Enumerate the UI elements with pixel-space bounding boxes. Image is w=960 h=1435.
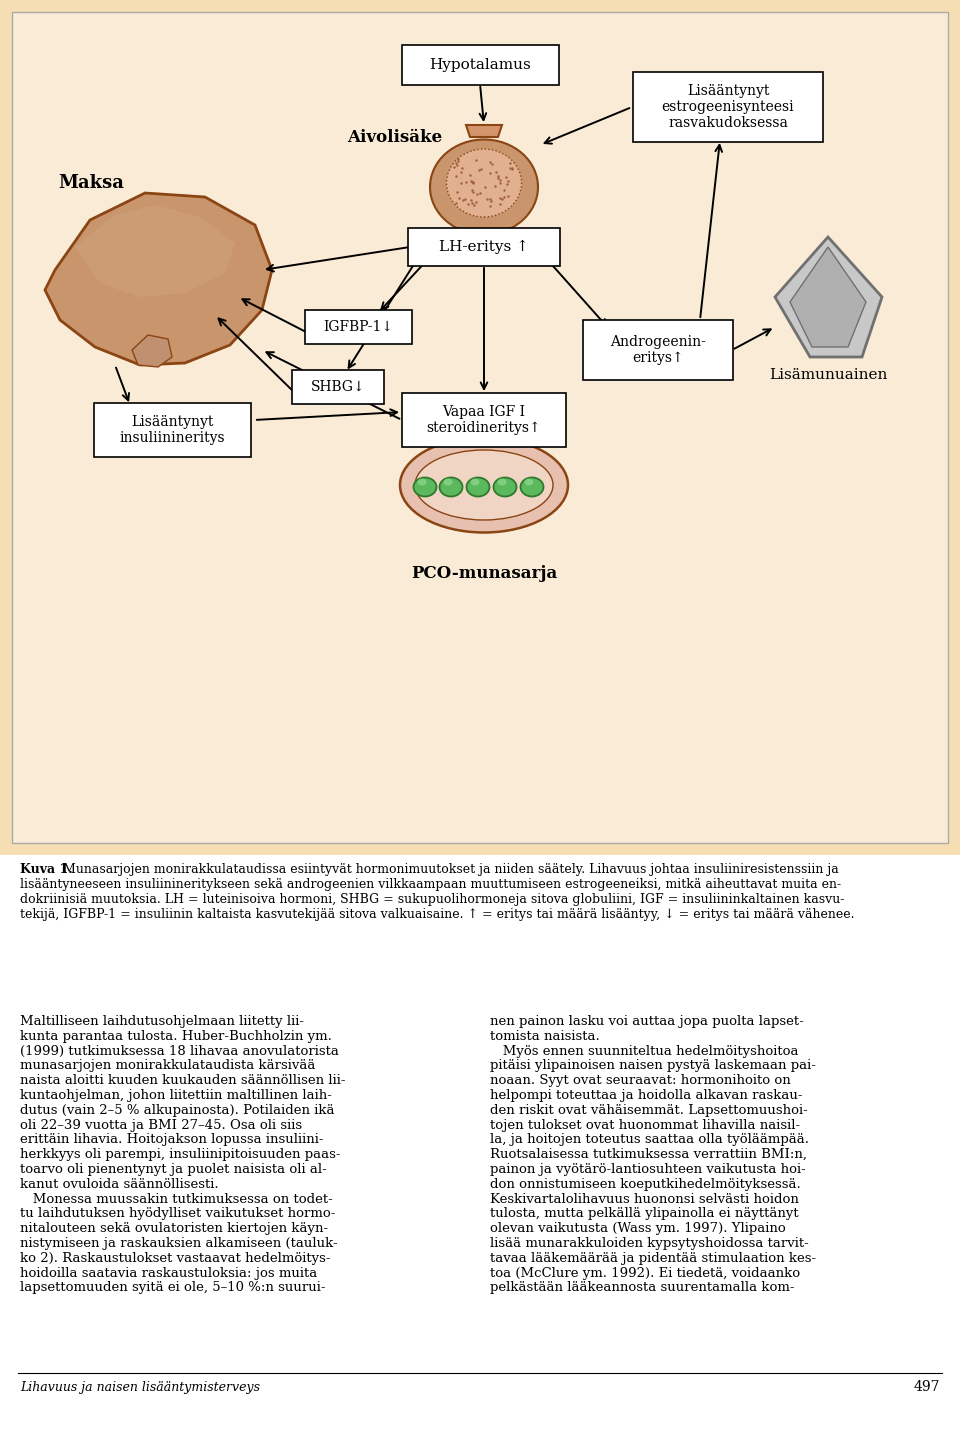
Polygon shape xyxy=(132,334,172,367)
Text: nistymiseen ja raskauksien alkamiseen (tauluk-: nistymiseen ja raskauksien alkamiseen (t… xyxy=(20,1237,338,1250)
Ellipse shape xyxy=(520,478,543,497)
Ellipse shape xyxy=(418,478,426,485)
Text: Hypotalamus: Hypotalamus xyxy=(429,57,531,72)
Text: Ruotsalaisessa tutkimuksessa verrattiin BMI:n,: Ruotsalaisessa tutkimuksessa verrattiin … xyxy=(490,1148,807,1161)
Ellipse shape xyxy=(440,478,463,497)
Polygon shape xyxy=(466,125,502,136)
Text: kunta parantaa tulosta. Huber-Buchholzin ym.: kunta parantaa tulosta. Huber-Buchholzin… xyxy=(20,1030,332,1043)
Text: erittäin lihavia. Hoitojakson lopussa insuliini-: erittäin lihavia. Hoitojakson lopussa in… xyxy=(20,1134,324,1147)
Text: Aivolisäke: Aivolisäke xyxy=(348,129,443,145)
FancyBboxPatch shape xyxy=(304,310,412,344)
Text: Maltilliseen laihdutusohjelmaan liitetty lii-: Maltilliseen laihdutusohjelmaan liitetty… xyxy=(20,1015,304,1027)
Polygon shape xyxy=(75,205,235,297)
Polygon shape xyxy=(775,237,882,357)
Text: Kuva 1.: Kuva 1. xyxy=(20,862,73,875)
Ellipse shape xyxy=(524,478,534,485)
Text: dokriinisiä muutoksia. LH = luteinisoiva hormoni, SHBG = sukupuolihormoneja sito: dokriinisiä muutoksia. LH = luteinisoiva… xyxy=(20,893,845,905)
Text: tojen tulokset ovat huonommat lihavilla naisil-: tojen tulokset ovat huonommat lihavilla … xyxy=(490,1119,800,1132)
Text: tekijä, IGFBP-1 = insuliinin kaltaista kasvutekijää sitova valkuaisaine. ↑ = eri: tekijä, IGFBP-1 = insuliinin kaltaista k… xyxy=(20,908,854,921)
Text: 497: 497 xyxy=(914,1380,940,1393)
Text: tavaa lääkemäärää ja pidentää stimulaation kes-: tavaa lääkemäärää ja pidentää stimulaati… xyxy=(490,1251,816,1264)
Ellipse shape xyxy=(467,478,490,497)
Ellipse shape xyxy=(497,478,507,485)
Text: lapsettomuuden syitä ei ole, 5–10 %:n suurui-: lapsettomuuden syitä ei ole, 5–10 %:n su… xyxy=(20,1281,325,1294)
Text: LH-eritys ↑: LH-eritys ↑ xyxy=(439,240,529,254)
Text: nitalouteen sekä ovulatoristen kiertojen käyn-: nitalouteen sekä ovulatoristen kiertojen… xyxy=(20,1223,328,1236)
Ellipse shape xyxy=(430,139,538,234)
Text: Munasarjojen monirakkulataudissa esiintyvät hormonimuutokset ja niiden säätely. : Munasarjojen monirakkulataudissa esiinty… xyxy=(63,862,839,875)
Ellipse shape xyxy=(444,478,452,485)
FancyBboxPatch shape xyxy=(12,11,948,842)
Text: nen painon lasku voi auttaa jopa puolta lapset-: nen painon lasku voi auttaa jopa puolta … xyxy=(490,1015,804,1027)
Polygon shape xyxy=(0,0,960,855)
Text: tomista naisista.: tomista naisista. xyxy=(490,1030,600,1043)
Text: toarvo oli pienentynyt ja puolet naisista oli al-: toarvo oli pienentynyt ja puolet naisist… xyxy=(20,1162,326,1177)
FancyBboxPatch shape xyxy=(633,72,823,142)
Text: pitäisi ylipainoisen naisen pystyä laskemaan pai-: pitäisi ylipainoisen naisen pystyä laske… xyxy=(490,1059,816,1072)
Text: SHBG↓: SHBG↓ xyxy=(311,380,366,395)
FancyBboxPatch shape xyxy=(292,370,384,405)
Text: munasarjojen monirakkulataudista kärsivää: munasarjojen monirakkulataudista kärsivä… xyxy=(20,1059,316,1072)
Ellipse shape xyxy=(493,478,516,497)
Text: kuntaohjelman, johon liitettiin maltillinen laih-: kuntaohjelman, johon liitettiin maltilli… xyxy=(20,1089,332,1102)
FancyBboxPatch shape xyxy=(408,228,560,265)
Text: toa (McClure ym. 1992). Ei tiedetä, voidaanko: toa (McClure ym. 1992). Ei tiedetä, void… xyxy=(490,1267,800,1280)
Text: Lisääntynyt
insuliinineritys: Lisääntynyt insuliinineritys xyxy=(119,415,225,445)
FancyBboxPatch shape xyxy=(583,320,733,380)
Text: (1999) tutkimuksessa 18 lihavaa anovulatorista: (1999) tutkimuksessa 18 lihavaa anovulat… xyxy=(20,1045,339,1058)
Ellipse shape xyxy=(470,478,479,485)
Text: Vapaa IGF I
steroidineritys↑: Vapaa IGF I steroidineritys↑ xyxy=(426,405,541,435)
Text: Maksa: Maksa xyxy=(58,174,124,192)
Polygon shape xyxy=(0,855,960,984)
Ellipse shape xyxy=(446,149,521,217)
Text: Androgeenin-
eritys↑: Androgeenin- eritys↑ xyxy=(610,334,706,364)
Text: oli 22–39 vuotta ja BMI 27–45. Osa oli siis: oli 22–39 vuotta ja BMI 27–45. Osa oli s… xyxy=(20,1119,302,1132)
Text: olevan vaikutusta (Wass ym. 1997). Ylipaino: olevan vaikutusta (Wass ym. 1997). Ylipa… xyxy=(490,1223,785,1236)
FancyBboxPatch shape xyxy=(401,44,559,85)
Text: herkkyys oli parempi, insuliinipitoisuuden paas-: herkkyys oli parempi, insuliinipitoisuud… xyxy=(20,1148,341,1161)
Text: painon ja vyötärö-lantiosuhteen vaikutusta hoi-: painon ja vyötärö-lantiosuhteen vaikutus… xyxy=(490,1162,805,1177)
Text: ko 2). Raskaustulokset vastaavat hedelmöitys-: ko 2). Raskaustulokset vastaavat hedelmö… xyxy=(20,1251,330,1264)
Text: IGFBP-1↓: IGFBP-1↓ xyxy=(323,320,393,334)
Text: don onnistumiseen koeputkihedelmöityksessä.: don onnistumiseen koeputkihedelmöitykses… xyxy=(490,1178,801,1191)
FancyBboxPatch shape xyxy=(402,393,566,446)
Text: tu laihdutuksen hyödylliset vaikutukset hormo-: tu laihdutuksen hyödylliset vaikutukset … xyxy=(20,1207,335,1220)
Text: tulosta, mutta pelkällä ylipainolla ei näyttänyt: tulosta, mutta pelkällä ylipainolla ei n… xyxy=(490,1207,799,1220)
Text: Myös ennen suunniteltua hedelmöityshoitoa: Myös ennen suunniteltua hedelmöityshoito… xyxy=(490,1045,799,1058)
Text: Keskivartalolihavuus huononsi selvästi hoidon: Keskivartalolihavuus huononsi selvästi h… xyxy=(490,1192,799,1205)
Ellipse shape xyxy=(415,451,553,519)
Text: PCO-munasarja: PCO-munasarja xyxy=(411,564,557,581)
Ellipse shape xyxy=(400,438,568,532)
Text: noaan. Syyt ovat seuraavat: hormonihoito on: noaan. Syyt ovat seuraavat: hormonihoito… xyxy=(490,1075,791,1088)
Text: dutus (vain 2–5 % alkupainosta). Potilaiden ikä: dutus (vain 2–5 % alkupainosta). Potilai… xyxy=(20,1104,334,1116)
Ellipse shape xyxy=(414,478,437,497)
Polygon shape xyxy=(790,247,866,347)
Text: den riskit ovat vähäisemmät. Lapsettomuushoi-: den riskit ovat vähäisemmät. Lapsettomuu… xyxy=(490,1104,807,1116)
Text: pelkästään lääkeannosta suurentamalla kom-: pelkästään lääkeannosta suurentamalla ko… xyxy=(490,1281,795,1294)
Text: Lisääntynyt
estrogeenisynteesi
rasvakudoksessa: Lisääntynyt estrogeenisynteesi rasvakudo… xyxy=(661,83,794,131)
Text: Lihavuus ja naisen lisääntymisterveys: Lihavuus ja naisen lisääntymisterveys xyxy=(20,1380,260,1393)
Text: hoidoilla saatavia raskaustuloksia: jos muita: hoidoilla saatavia raskaustuloksia: jos … xyxy=(20,1267,317,1280)
Text: lisää munarakkuloiden kypsytyshoidossa tarvit-: lisää munarakkuloiden kypsytyshoidossa t… xyxy=(490,1237,808,1250)
Polygon shape xyxy=(45,192,272,364)
Text: Monessa muussakin tutkimuksessa on todet-: Monessa muussakin tutkimuksessa on todet… xyxy=(20,1192,333,1205)
Text: Lisämunuainen: Lisämunuainen xyxy=(769,367,887,382)
Text: kanut ovuloida säännöllisesti.: kanut ovuloida säännöllisesti. xyxy=(20,1178,219,1191)
Text: lisääntyneeseen insuliinineritykseen sekä androgeenien vilkkaampaan muuttumiseen: lisääntyneeseen insuliinineritykseen sek… xyxy=(20,878,841,891)
Text: la, ja hoitojen toteutus saattaa olla työläämpää.: la, ja hoitojen toteutus saattaa olla ty… xyxy=(490,1134,809,1147)
Text: naista aloitti kuuden kuukauden säännöllisen lii-: naista aloitti kuuden kuukauden säännöll… xyxy=(20,1075,346,1088)
FancyBboxPatch shape xyxy=(93,403,251,456)
Text: helpompi toteuttaa ja hoidolla alkavan raskau-: helpompi toteuttaa ja hoidolla alkavan r… xyxy=(490,1089,803,1102)
